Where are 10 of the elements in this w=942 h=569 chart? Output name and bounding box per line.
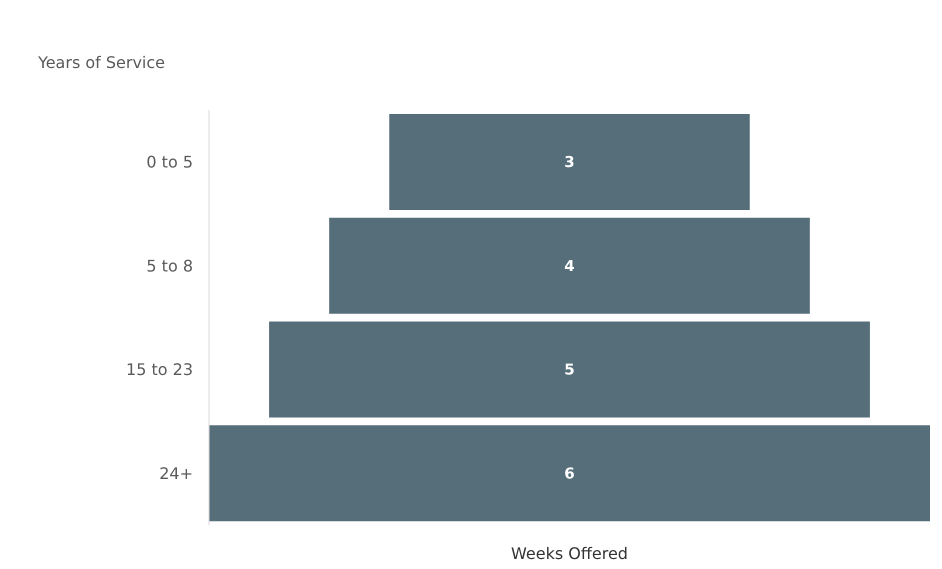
text: Years of Service xyxy=(38,53,165,72)
text: Weeks Offered xyxy=(510,544,629,563)
category-label: 24+ xyxy=(159,464,193,483)
data-label: 4 xyxy=(564,256,575,275)
data-label: 6 xyxy=(564,464,575,482)
data-label: 3 xyxy=(564,153,575,171)
category-label: 15 to 23 xyxy=(126,360,193,380)
category-label: 0 to 5 xyxy=(146,152,193,172)
data-label: 5 xyxy=(564,360,575,378)
category-label: 5 to 8 xyxy=(146,256,193,276)
